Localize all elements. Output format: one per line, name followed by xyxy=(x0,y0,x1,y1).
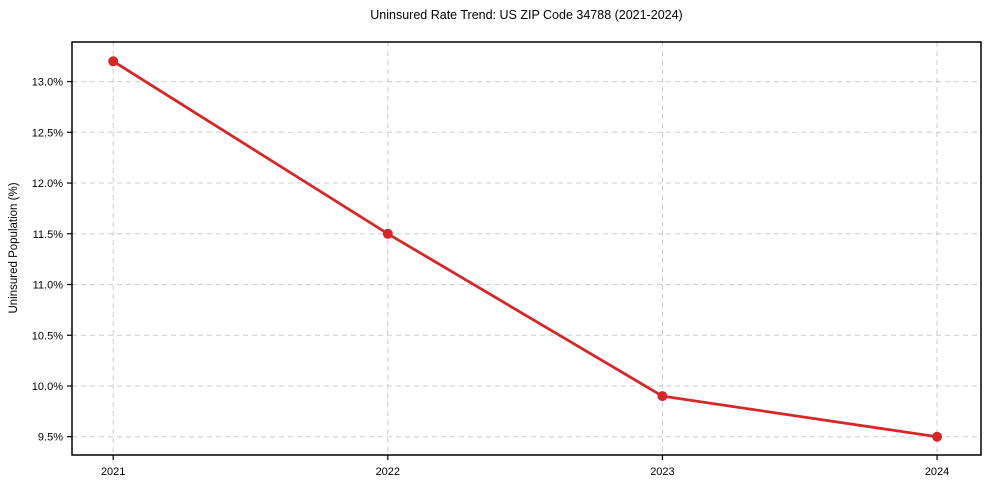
y-tick-label: 11.5% xyxy=(33,229,64,241)
x-tick-label: 2022 xyxy=(376,466,400,478)
x-tick-label: 2023 xyxy=(650,466,674,478)
data-point-marker xyxy=(382,228,393,239)
y-tick-label: 12.5% xyxy=(32,127,63,139)
x-tick-label: 2021 xyxy=(101,466,125,478)
x-tick-label: 2024 xyxy=(925,466,949,478)
y-tick-label: 12.0% xyxy=(32,178,63,190)
y-tick-label: 13.0% xyxy=(32,77,63,89)
y-tick-label: 9.5% xyxy=(38,432,63,444)
y-tick-label: 11.0% xyxy=(33,280,64,292)
trend-line xyxy=(111,59,939,439)
y-axis-label: Uninsured Population (%) xyxy=(8,182,20,314)
y-tick-label: 10.0% xyxy=(32,381,63,393)
plot-border xyxy=(71,41,982,456)
chart-title: Uninsured Rate Trend: US ZIP Code 34788 … xyxy=(370,8,683,22)
data-point-marker xyxy=(108,56,119,67)
data-point-marker xyxy=(657,391,668,402)
data-point-marker xyxy=(932,431,943,442)
y-tick-label: 10.5% xyxy=(32,330,63,342)
